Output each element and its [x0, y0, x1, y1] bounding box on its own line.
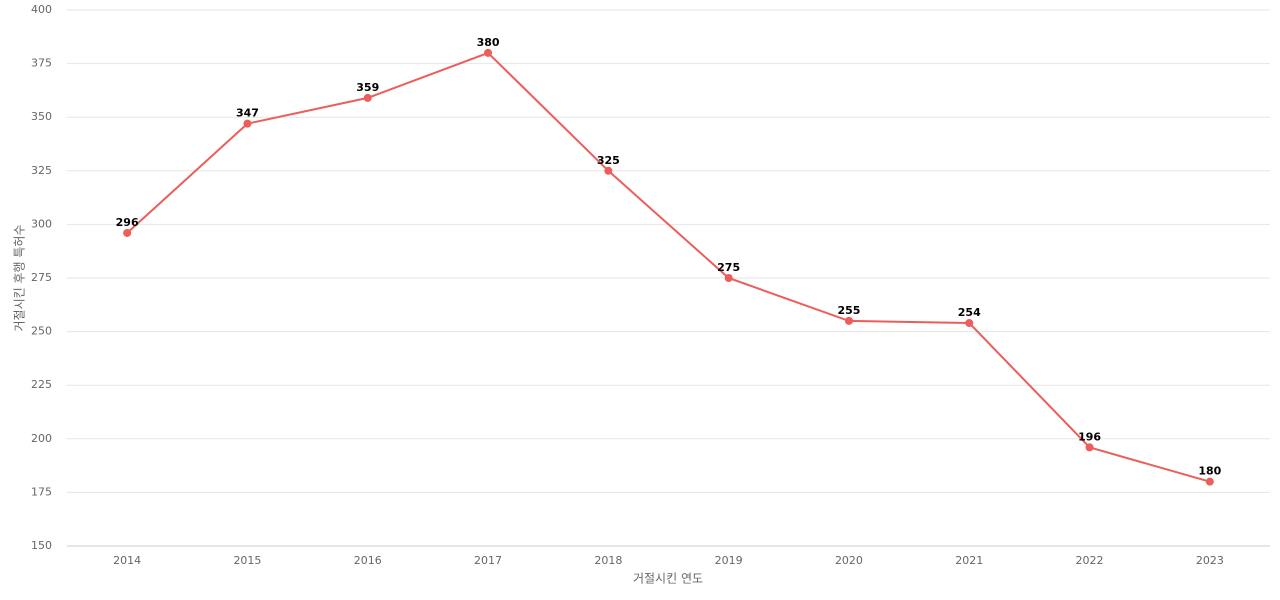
- data-label: 325: [597, 154, 620, 167]
- data-point: [1205, 477, 1214, 486]
- y-tick-label: 225: [31, 378, 52, 391]
- data-label: 255: [837, 304, 860, 317]
- data-label: 347: [236, 107, 259, 120]
- x-tick-label: 2019: [715, 554, 743, 567]
- data-point: [1085, 443, 1094, 452]
- data-label: 359: [356, 81, 379, 94]
- x-tick-label: 2018: [594, 554, 622, 567]
- data-label: 196: [1078, 430, 1101, 443]
- data-point: [844, 316, 853, 325]
- y-tick-label: 375: [31, 57, 52, 70]
- series-line: [126, 51, 1211, 483]
- data-point: [724, 274, 733, 282]
- x-tick-label: 2016: [354, 554, 382, 567]
- y-axis-label: 거절시킨 후행 특허수: [12, 225, 27, 332]
- x-tick-label: 2015: [233, 554, 261, 567]
- x-tick-label: 2017: [474, 554, 502, 567]
- y-tick-label: 175: [31, 485, 52, 498]
- x-tick-label: 2020: [835, 554, 863, 567]
- data-point: [123, 228, 132, 237]
- data-label: 380: [477, 36, 500, 49]
- y-tick-label: 200: [31, 432, 52, 445]
- data-label: 180: [1198, 465, 1221, 478]
- data-point: [484, 48, 493, 57]
- x-tick-label: 2022: [1076, 554, 1104, 567]
- data-point: [965, 319, 974, 328]
- y-tick-label: 400: [31, 3, 52, 16]
- y-tick-label: 150: [31, 539, 52, 552]
- data-point: [243, 119, 252, 128]
- x-tick-label: 2023: [1196, 554, 1224, 567]
- data-point: [363, 93, 372, 102]
- y-tick-label: 250: [31, 325, 52, 338]
- y-tick-label: 275: [31, 271, 52, 284]
- x-tick-label: 2014: [113, 554, 141, 567]
- data-label: 296: [116, 216, 139, 229]
- y-tick-label: 325: [31, 164, 52, 177]
- data-point: [604, 166, 613, 175]
- data-label: 275: [717, 261, 740, 274]
- data-label: 254: [958, 306, 981, 319]
- x-tick-label: 2021: [955, 554, 983, 567]
- x-axis-label: 거절시킨 연도: [633, 572, 703, 586]
- y-tick-label: 350: [31, 110, 52, 123]
- y-tick-label: 300: [31, 217, 52, 230]
